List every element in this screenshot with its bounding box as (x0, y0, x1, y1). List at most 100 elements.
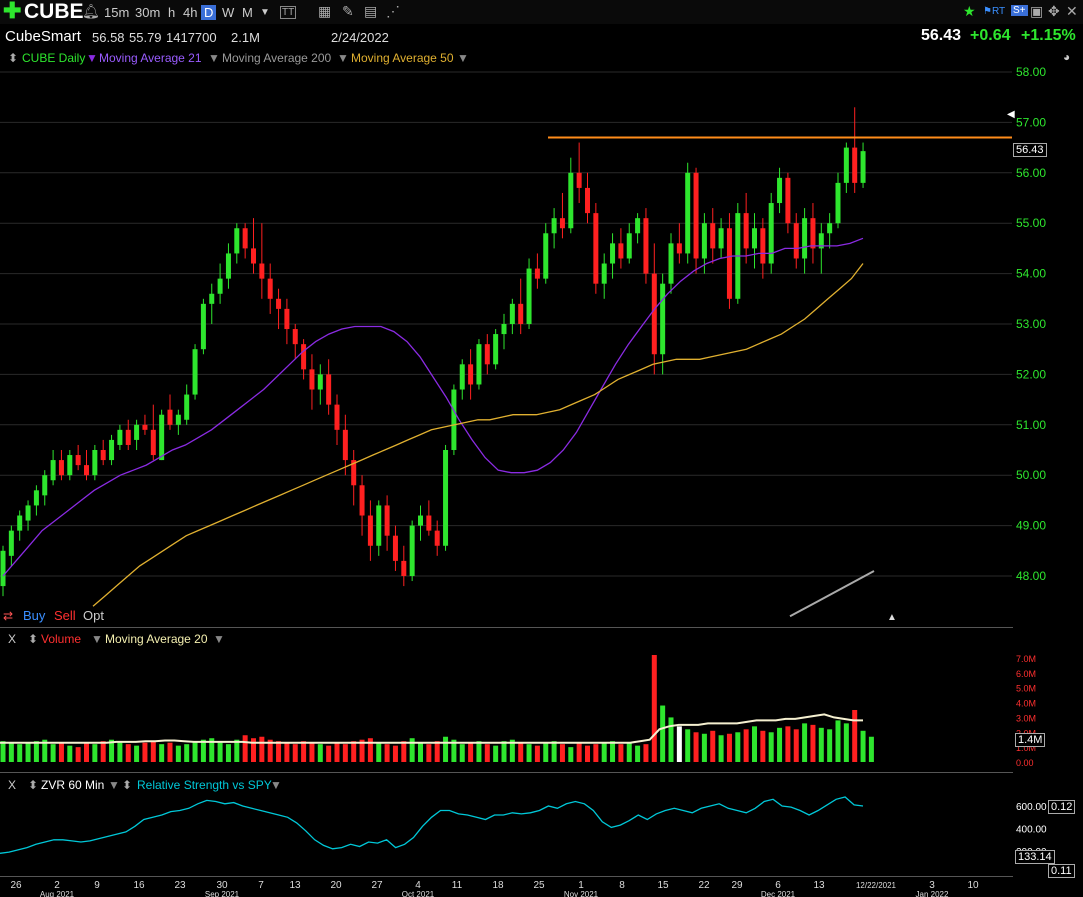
candle-body (159, 414, 165, 461)
ma50-line (92, 263, 864, 607)
bell-icon[interactable]: 🔔︎ (82, 3, 100, 19)
move-icon[interactable]: ✥ (1048, 3, 1060, 19)
candle-body (392, 535, 398, 561)
rs-label[interactable]: Relative Strength vs SPY (137, 778, 272, 792)
volume-dropdown[interactable]: ▼ (91, 632, 103, 646)
candle-body (184, 394, 190, 420)
volume-ma-dropdown[interactable]: ▼ (213, 632, 225, 646)
candle-body (42, 475, 48, 496)
symbol-label[interactable]: CUBE (24, 0, 84, 23)
volume-bar (367, 738, 373, 762)
volume-bar (234, 739, 240, 762)
legend-ma21[interactable]: Moving Average 21 (99, 51, 202, 65)
interval-15m[interactable]: 15m (104, 5, 130, 20)
volume-sort-icon[interactable]: ⬍ (28, 632, 39, 646)
volume-bar (509, 739, 515, 762)
save-icon[interactable]: ▣ (1030, 3, 1044, 19)
interval-h[interactable]: h (168, 5, 176, 20)
date-tick-label: 20 (330, 880, 342, 891)
tt-icon[interactable]: TT (280, 6, 297, 19)
interval-w[interactable]: W (222, 5, 235, 20)
rs-dropdown[interactable]: ▼ (270, 778, 282, 792)
volume-bar (476, 741, 482, 762)
candle-body (58, 460, 64, 476)
triangle-up-icon[interactable]: ▲ (887, 612, 897, 623)
interval-30m[interactable]: 30m (135, 5, 161, 20)
volume-bar (67, 745, 73, 762)
candle-body (109, 439, 115, 461)
legend-ma50-dropdown[interactable]: ▼ (457, 51, 469, 65)
volume-bar (276, 741, 282, 762)
candle-body (317, 374, 323, 390)
date-tick-label: 11 (452, 880, 463, 891)
opt-button[interactable]: Opt (83, 608, 104, 623)
volume-bar (810, 724, 816, 762)
volume-close-button[interactable]: X (8, 632, 17, 646)
volume-bar (668, 717, 674, 762)
s-plus-icon[interactable]: S+ (1011, 5, 1028, 16)
volume-bar (868, 736, 874, 762)
volume-ma-label[interactable]: Moving Average 20 (105, 632, 208, 646)
pencil-icon[interactable]: ✎ (342, 3, 354, 19)
candle-body (585, 187, 590, 214)
interval-4h[interactable]: 4h (183, 5, 198, 20)
zvr-label[interactable]: ZVR 60 Min (41, 778, 105, 792)
candle-body (225, 253, 231, 279)
candle-body (743, 213, 749, 249)
palette-icon[interactable]: ◕ (1063, 50, 1071, 64)
rs-sort-icon[interactable]: ⬍ (122, 778, 133, 792)
volume-bar (42, 739, 48, 762)
interval-d[interactable]: D (201, 5, 217, 20)
candle-body (50, 460, 56, 481)
star-icon[interactable]: ★ (963, 3, 976, 19)
candle-body (802, 218, 808, 259)
candle-body (509, 303, 515, 324)
legend-ma200[interactable]: Moving Average 200 (222, 51, 332, 65)
volume-bar (284, 742, 290, 762)
date-tick-label: 27 (371, 880, 383, 891)
buy-button[interactable]: Buy (23, 608, 46, 623)
add-symbol-icon[interactable]: ✚ (3, 0, 22, 23)
candle-body (777, 177, 783, 204)
zvr-dropdown[interactable]: ▼ (108, 778, 120, 792)
settings-icon[interactable]: ▦ (318, 3, 332, 19)
month-tick-label: Oct 2021 (402, 890, 435, 897)
sell-button[interactable]: Sell (54, 608, 76, 623)
date-tick-label: 13 (813, 880, 825, 891)
volume-bar (493, 745, 499, 762)
date-tick-label: 9 (94, 880, 100, 891)
volume-bar (468, 742, 474, 762)
month-tick-label: Jan 2022 (916, 890, 949, 897)
legend-ma21-arrow[interactable]: ▼ (86, 51, 98, 65)
sort-icon[interactable]: ⬍ (8, 51, 19, 65)
interval-m[interactable]: M (242, 5, 253, 20)
volume-bar (760, 730, 766, 762)
share-icon[interactable]: ⋰ (386, 3, 400, 19)
realtime-icon[interactable]: ⚑RT (983, 6, 1006, 17)
volume-bar (134, 745, 140, 762)
legend-ma21-dropdown[interactable]: ▼ (208, 51, 220, 65)
chevron-down-icon[interactable]: ▼ (260, 7, 270, 18)
pane-divider[interactable] (0, 627, 1013, 628)
volume-title[interactable]: Volume (41, 632, 82, 646)
legend-ma200-dropdown[interactable]: ▼ (337, 51, 349, 65)
quote-high: 56.58 (92, 30, 125, 45)
volume-bar (200, 739, 206, 762)
date-tick-label: 23 (174, 880, 186, 891)
indicator-close-button[interactable]: X (8, 778, 17, 792)
legend-series[interactable]: CUBE Daily (22, 51, 86, 65)
trade-icon[interactable]: ⇄ (3, 609, 14, 623)
date-tick-label: 30 (216, 880, 228, 891)
pane-divider-2[interactable] (0, 772, 1013, 773)
volume-bar (543, 742, 549, 762)
indicator-sort-icon[interactable]: ⬍ (28, 778, 39, 792)
close-icon[interactable]: ✕ (1066, 3, 1078, 19)
volume-bar (518, 742, 524, 762)
legend-ma50[interactable]: Moving Average 50 (351, 51, 454, 65)
quote-volume: 2.1M (231, 30, 260, 45)
candle-body (234, 228, 240, 254)
candle-body (351, 460, 357, 486)
volume-bar (685, 729, 691, 762)
layers-icon[interactable]: ▤ (364, 3, 378, 19)
